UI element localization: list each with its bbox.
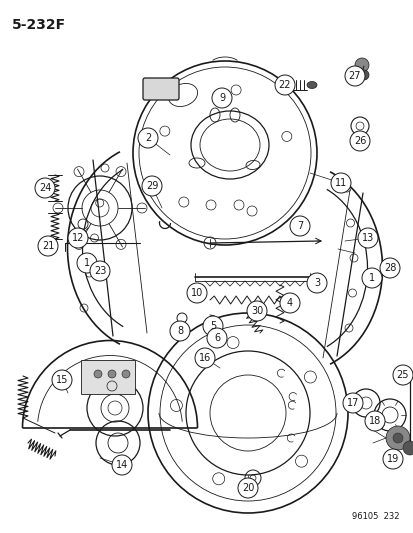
Circle shape: [279, 293, 299, 313]
Text: 13: 13: [361, 233, 373, 243]
Text: 26: 26: [353, 136, 366, 146]
Circle shape: [354, 58, 368, 72]
Text: 27: 27: [348, 71, 361, 81]
Text: 5: 5: [209, 321, 216, 331]
Text: 16: 16: [198, 353, 211, 363]
Circle shape: [306, 273, 326, 293]
Text: 2: 2: [145, 133, 151, 143]
Circle shape: [392, 365, 412, 385]
Circle shape: [52, 370, 72, 390]
Circle shape: [382, 449, 402, 469]
Circle shape: [112, 455, 132, 475]
Text: 14: 14: [116, 460, 128, 470]
Circle shape: [195, 348, 214, 368]
Circle shape: [349, 131, 369, 151]
Circle shape: [247, 301, 266, 321]
Text: 1: 1: [84, 258, 90, 268]
Circle shape: [187, 283, 206, 303]
Text: 7: 7: [296, 221, 302, 231]
Circle shape: [342, 393, 362, 413]
Text: 21: 21: [42, 241, 54, 251]
Text: 20: 20: [241, 483, 254, 493]
Circle shape: [206, 328, 226, 348]
Text: 15: 15: [56, 375, 68, 385]
FancyBboxPatch shape: [142, 78, 178, 100]
Circle shape: [202, 316, 223, 336]
Text: 22: 22: [278, 80, 291, 90]
Text: 30: 30: [250, 306, 263, 316]
Circle shape: [358, 70, 368, 80]
Circle shape: [392, 433, 402, 443]
Circle shape: [357, 228, 377, 248]
Circle shape: [38, 236, 58, 256]
Text: 6: 6: [214, 333, 220, 343]
Text: 11: 11: [334, 178, 346, 188]
Circle shape: [289, 216, 309, 236]
Text: 10: 10: [190, 288, 203, 298]
Text: 18: 18: [368, 416, 380, 426]
Circle shape: [108, 370, 116, 378]
Text: 23: 23: [94, 266, 106, 276]
Circle shape: [77, 253, 97, 273]
Circle shape: [142, 176, 161, 196]
Text: 1: 1: [368, 273, 374, 283]
Circle shape: [35, 178, 55, 198]
Text: 9: 9: [218, 93, 225, 103]
Circle shape: [274, 75, 294, 95]
Text: 96105  232: 96105 232: [351, 512, 399, 521]
Circle shape: [385, 426, 409, 450]
Text: 12: 12: [71, 233, 84, 243]
Text: 24: 24: [39, 183, 51, 193]
FancyBboxPatch shape: [81, 360, 135, 394]
Text: 4: 4: [286, 298, 292, 308]
Circle shape: [330, 173, 350, 193]
Circle shape: [379, 258, 399, 278]
Circle shape: [211, 88, 231, 108]
Circle shape: [364, 411, 384, 431]
Text: 29: 29: [145, 181, 158, 191]
Circle shape: [344, 66, 364, 86]
Circle shape: [170, 321, 190, 341]
Text: 25: 25: [396, 370, 408, 380]
Text: 8: 8: [176, 326, 183, 336]
Text: 5-232F: 5-232F: [12, 18, 66, 32]
Ellipse shape: [306, 82, 316, 88]
Circle shape: [361, 268, 381, 288]
Text: 3: 3: [313, 278, 319, 288]
Circle shape: [138, 128, 158, 148]
Circle shape: [94, 370, 102, 378]
Text: 17: 17: [346, 398, 358, 408]
Circle shape: [90, 261, 110, 281]
Circle shape: [402, 441, 413, 455]
Text: 28: 28: [383, 263, 395, 273]
Circle shape: [68, 228, 88, 248]
Text: 19: 19: [386, 454, 398, 464]
Circle shape: [122, 370, 130, 378]
Circle shape: [237, 478, 257, 498]
